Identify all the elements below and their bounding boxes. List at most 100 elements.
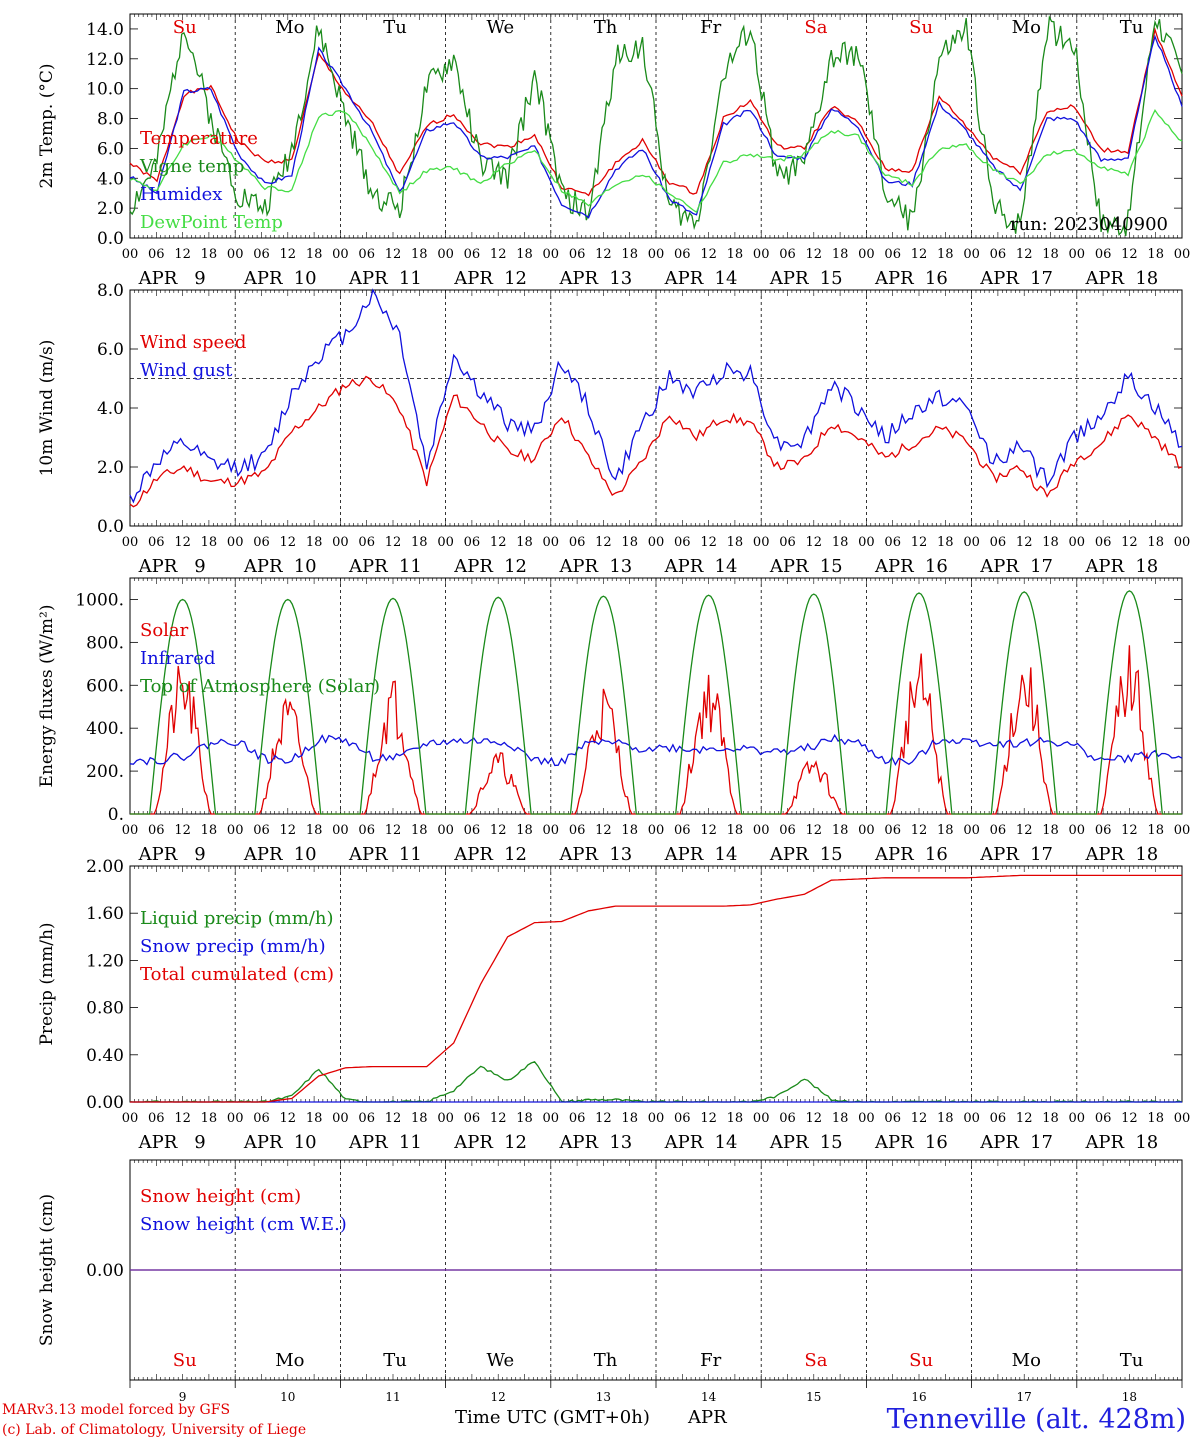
month-label: APR (769, 844, 809, 865)
hour-tick-label: 18 (727, 247, 744, 262)
month-label: APR (1084, 1132, 1124, 1153)
hour-tick-label: 18 (516, 823, 533, 838)
hour-tick-label: 12 (174, 1111, 191, 1126)
hour-tick-label: 18 (411, 247, 428, 262)
hour-tick-label: 18 (306, 1111, 323, 1126)
series-line (130, 874, 1182, 1103)
y-axis-label: 2m Temp. (°C) (37, 63, 57, 188)
series-line (129, 375, 1183, 508)
month-label: APR (664, 556, 704, 577)
y-axis-label: 10m Wind (m/s) (37, 340, 57, 477)
hour-tick-label: 00 (753, 535, 770, 550)
day-label: 11 (399, 1132, 422, 1153)
y-tick-label: 800. (86, 633, 124, 653)
day-number-label: 14 (701, 1390, 717, 1404)
hour-tick-label: 18 (832, 823, 849, 838)
y-axis-label: Precip (mm/h) (37, 922, 57, 1045)
day-number-label: 15 (806, 1390, 821, 1404)
y-tick-label: 1.60 (86, 904, 124, 924)
hour-tick-label: 06 (1095, 1111, 1112, 1126)
hour-tick-label: 12 (806, 823, 823, 838)
legend-entry: Solar (140, 620, 189, 641)
hour-tick-label: 00 (963, 823, 980, 838)
panel-3 (129, 577, 1183, 815)
hour-tick-label: 00 (227, 1111, 244, 1126)
day-label: 17 (1030, 1132, 1053, 1153)
hour-tick-label: 00 (1069, 247, 1086, 262)
weekday-label: Tu (383, 17, 407, 38)
hour-tick-label: 06 (674, 823, 691, 838)
hour-tick-label: 18 (306, 823, 323, 838)
day-label: 16 (925, 268, 948, 289)
hour-tick-label: 00 (437, 247, 454, 262)
hour-tick-label: 12 (806, 535, 823, 550)
day-label: 10 (294, 1132, 317, 1153)
month-label: APR (243, 844, 283, 865)
day-label: 9 (194, 556, 205, 577)
hour-tick-label: 00 (122, 823, 139, 838)
day-number-label: 9 (179, 1390, 187, 1404)
hour-tick-label: 00 (1174, 1111, 1191, 1126)
hour-tick-label: 12 (1121, 247, 1138, 262)
hour-tick-label: 06 (884, 247, 901, 262)
month-label: APR (243, 268, 283, 289)
series-line (129, 733, 1183, 767)
hour-tick-label: 18 (411, 1111, 428, 1126)
month-label: APR (874, 268, 914, 289)
day-label: 15 (820, 268, 843, 289)
hour-tick-label: 00 (858, 823, 875, 838)
hour-tick-label: 00 (1069, 823, 1086, 838)
hour-tick-label: 12 (1016, 1111, 1033, 1126)
day-label: 15 (820, 1132, 843, 1153)
hour-tick-label: 12 (911, 823, 928, 838)
day-label: 13 (609, 268, 632, 289)
hour-tick-label: 00 (543, 823, 560, 838)
y-tick-label: 0.00 (86, 1093, 124, 1113)
hour-tick-label: 00 (332, 247, 349, 262)
month-label: APR (348, 268, 388, 289)
hour-tick-label: 12 (806, 1111, 823, 1126)
month-label: APR (453, 844, 493, 865)
day-label: 13 (609, 844, 632, 865)
day-label: 14 (715, 268, 738, 289)
day-number-label: 13 (596, 1390, 611, 1404)
hour-tick-label: 06 (1095, 535, 1112, 550)
hour-tick-label: 12 (595, 823, 612, 838)
day-label: 18 (1135, 556, 1158, 577)
hour-tick-label: 18 (516, 1111, 533, 1126)
y-axis-label: Snow height (cm) (37, 1194, 57, 1346)
y-tick-label: 8.0 (97, 281, 124, 301)
day-number-label: 17 (1017, 1390, 1032, 1404)
hour-tick-label: 12 (1016, 823, 1033, 838)
hour-tick-label: 06 (569, 1111, 586, 1126)
hour-tick-label: 06 (464, 823, 481, 838)
hour-tick-label: 06 (253, 247, 270, 262)
legend-entry: Snow height (cm W.E.) (140, 1214, 347, 1235)
day-label: 18 (1135, 1132, 1158, 1153)
hour-tick-label: 00 (648, 1111, 665, 1126)
legend-entry: Vigne temp (139, 156, 244, 177)
hour-tick-label: 12 (490, 1111, 507, 1126)
legend-entry: Liquid precip (mm/h) (140, 908, 334, 929)
day-number-label: 11 (385, 1390, 400, 1404)
hour-tick-label: 18 (201, 1111, 218, 1126)
hour-tick-label: 18 (727, 1111, 744, 1126)
month-label: APR (1084, 268, 1124, 289)
hour-tick-label: 00 (437, 1111, 454, 1126)
hour-tick-label: 12 (1121, 535, 1138, 550)
month-label: APR (453, 556, 493, 577)
hour-tick-label: 12 (174, 247, 191, 262)
y-tick-label: 200. (86, 762, 124, 782)
hour-tick-label: 06 (148, 247, 165, 262)
hour-tick-label: 18 (1042, 823, 1059, 838)
hour-tick-label: 06 (464, 247, 481, 262)
hour-tick-label: 00 (963, 247, 980, 262)
hour-tick-label: 12 (385, 247, 402, 262)
hour-tick-label: 06 (779, 1111, 796, 1126)
hour-tick-label: 06 (358, 823, 375, 838)
day-label: 10 (294, 556, 317, 577)
legend-entry: Top of Atmosphere (Solar) (140, 676, 380, 697)
hour-tick-label: 18 (621, 1111, 638, 1126)
day-label: 9 (194, 844, 205, 865)
